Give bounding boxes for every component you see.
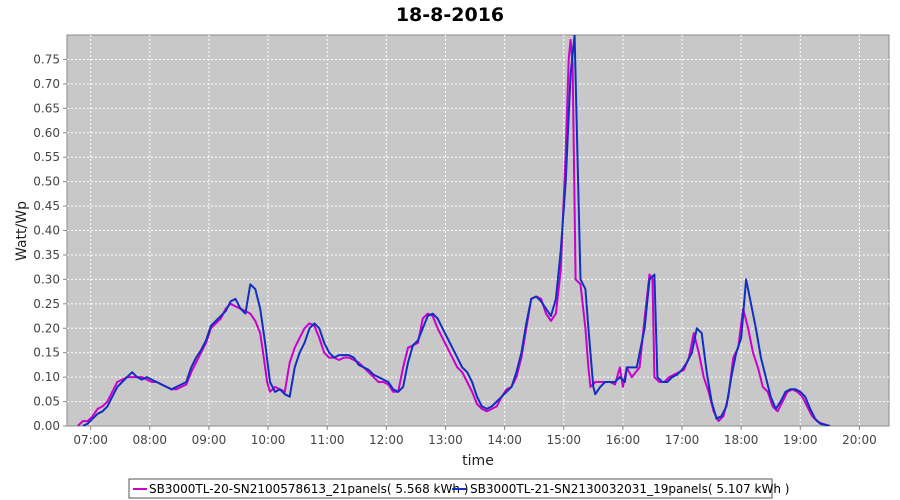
- y-tick-label: 0.70: [33, 77, 60, 91]
- x-tick-label: 13:00: [428, 433, 463, 447]
- legend-label-series-2: SB3000TL-21-SN2130032031_19panels( 5.107…: [470, 482, 789, 496]
- legend-box: [128, 478, 773, 499]
- x-tick-label: 14:00: [487, 433, 522, 447]
- x-tick-label: 20:00: [842, 433, 877, 447]
- x-tick-label: 18:00: [724, 433, 759, 447]
- y-tick-label: 0.15: [33, 346, 60, 360]
- grid-lines: [67, 35, 889, 426]
- y-tick-label: 0.60: [33, 126, 60, 140]
- y-tick-label: 0.55: [33, 150, 60, 164]
- series-line-2: [82, 35, 831, 426]
- x-tick-label: 11:00: [310, 433, 345, 447]
- y-tick-label: 0.75: [33, 52, 60, 66]
- y-axis-label: Watt/Wp: [14, 201, 30, 261]
- x-tick-label: 09:00: [192, 433, 227, 447]
- x-tick-label: 16:00: [606, 433, 641, 447]
- y-tick-label: 0.25: [33, 297, 60, 311]
- chart-title: 18-8-2016: [396, 4, 504, 26]
- y-tick-label: 0.30: [33, 272, 60, 286]
- y-tick-label: 0.45: [33, 199, 60, 213]
- y-tick-label: 0.40: [33, 224, 60, 238]
- x-tick-label: 12:00: [369, 433, 404, 447]
- y-tick-label: 0.50: [33, 175, 60, 189]
- x-axis: 07:00 08:00 09:00 10:00 11:00 12:00 13:00 14:00…: [73, 426, 877, 447]
- x-tick-label: 19:00: [783, 433, 818, 447]
- y-tick-label: 0.05: [33, 395, 60, 409]
- y-tick-label: 0.65: [33, 101, 60, 115]
- y-tick-label: 0.10: [33, 370, 60, 384]
- y-tick-label: 0.20: [33, 321, 60, 335]
- legend-label-series-1: SB3000TL-20-SN2100578613_21panels( 5.568…: [149, 482, 468, 496]
- series-lines: [77, 35, 831, 426]
- x-axis-label: time: [462, 453, 494, 469]
- y-tick-label: 0.35: [33, 248, 60, 262]
- x-tick-label: 10:00: [251, 433, 286, 447]
- legend: SB3000TL-20-SN2100578613_21panels( 5.568…: [128, 478, 789, 499]
- x-tick-label: 07:00: [73, 433, 108, 447]
- y-axis: 0.00 0.05 0.10 0.15 0.20 0.25 0.30 0.35 0.40 0.45…: [33, 52, 67, 433]
- x-tick-label: 15:00: [546, 433, 581, 447]
- x-tick-label: 17:00: [665, 433, 700, 447]
- x-tick-label: 08:00: [132, 433, 167, 447]
- y-tick-label: 0.00: [33, 419, 60, 433]
